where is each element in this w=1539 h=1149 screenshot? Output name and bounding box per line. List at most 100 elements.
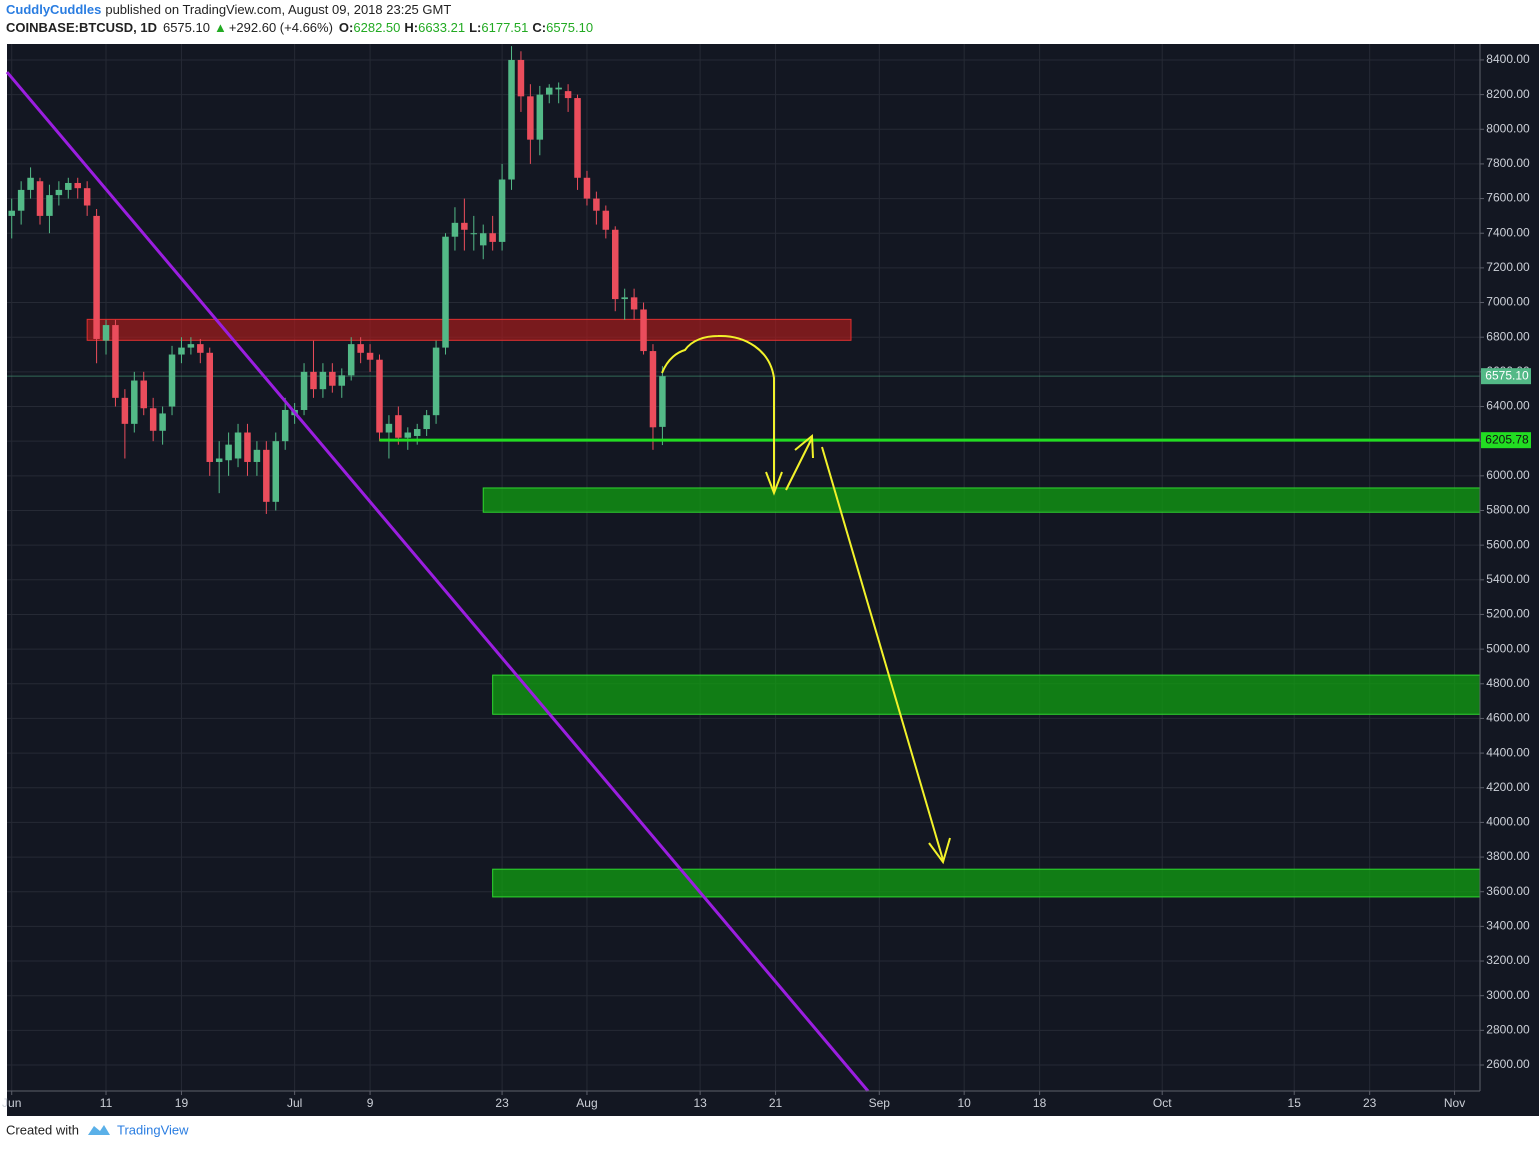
y-tick-label: 6000.00 bbox=[1486, 468, 1530, 482]
candle-body bbox=[432, 347, 440, 416]
y-tick-label: 7200.00 bbox=[1486, 260, 1530, 274]
x-tick-label: Aug bbox=[576, 1096, 597, 1110]
tradingview-logo bbox=[88, 1125, 110, 1135]
candle-body bbox=[640, 309, 647, 352]
y-tick-label: 7400.00 bbox=[1486, 225, 1530, 239]
projection-bounce bbox=[785, 437, 813, 491]
y-tick-label: 2800.00 bbox=[1486, 1023, 1530, 1037]
level-label: 6205.78 bbox=[1485, 432, 1529, 446]
candle-body bbox=[357, 344, 364, 353]
candle-body bbox=[319, 371, 327, 390]
candle-body bbox=[611, 229, 619, 300]
candle-body bbox=[347, 344, 355, 376]
author: CuddlyCuddles bbox=[6, 2, 101, 17]
ohlc-label: O: bbox=[339, 20, 353, 35]
level-badge bbox=[1481, 432, 1531, 449]
ohlc-label: L: bbox=[469, 20, 481, 35]
candle-body bbox=[178, 347, 185, 355]
up-triangle: ▲ bbox=[214, 20, 227, 35]
x-tick-label: 19 bbox=[175, 1096, 189, 1110]
candle-body bbox=[46, 195, 53, 216]
candle-body bbox=[140, 380, 147, 409]
candle-body bbox=[159, 413, 166, 431]
candle-body bbox=[602, 210, 610, 230]
candle-body bbox=[310, 371, 317, 390]
candle-body bbox=[244, 432, 251, 462]
candle-body bbox=[27, 177, 34, 190]
candle-body bbox=[593, 198, 600, 211]
footer-prefix: Created with bbox=[6, 1122, 79, 1137]
candle-body bbox=[461, 222, 468, 230]
candle-body bbox=[649, 351, 657, 428]
x-tick-label: 23 bbox=[1363, 1096, 1377, 1110]
y-tick-label: 7600.00 bbox=[1486, 191, 1530, 205]
candle-body bbox=[225, 444, 232, 461]
candle-body bbox=[508, 59, 515, 180]
y-tick-label: 6800.00 bbox=[1486, 329, 1530, 343]
y-tick-label: 8200.00 bbox=[1486, 87, 1530, 101]
ohlc-value: 6633.21 bbox=[418, 20, 465, 35]
candle-body bbox=[423, 415, 430, 430]
arrow-head bbox=[928, 837, 951, 865]
candle-body bbox=[395, 415, 402, 438]
x-tick-label: 11 bbox=[100, 1096, 113, 1110]
candle-body bbox=[83, 188, 91, 206]
y-tick-label: 3000.00 bbox=[1486, 988, 1530, 1002]
resistance-zone bbox=[86, 318, 852, 341]
ohlc-value: 6282.50 bbox=[353, 20, 400, 35]
candle-body bbox=[366, 352, 374, 360]
zones bbox=[7, 318, 1481, 898]
y-tick-label: 4000.00 bbox=[1486, 815, 1530, 829]
candle-body bbox=[630, 297, 638, 310]
candle-body bbox=[281, 409, 289, 442]
y-tick-label: 4800.00 bbox=[1486, 676, 1530, 690]
candle-body bbox=[206, 352, 213, 462]
projection-drop bbox=[821, 446, 944, 861]
candle-body bbox=[102, 325, 110, 341]
candle-body bbox=[168, 354, 176, 407]
x-tick-label: Jun bbox=[2, 1096, 21, 1110]
symbol: COINBASE:BTCUSD, 1D bbox=[6, 20, 157, 35]
candle-body bbox=[121, 397, 129, 424]
x-tick-label: Sep bbox=[869, 1096, 891, 1110]
candle-body bbox=[74, 182, 81, 189]
candle-body bbox=[470, 233, 478, 235]
candle-body bbox=[527, 96, 534, 140]
support-zone bbox=[492, 868, 1481, 898]
y-tick-label: 4600.00 bbox=[1486, 711, 1530, 725]
ohlc: O:6282.50 H:6633.21 L:6177.51 C:6575.10 bbox=[339, 20, 593, 35]
candle-body bbox=[112, 325, 119, 398]
yellow-annotation bbox=[661, 334, 951, 865]
header-line-1: CuddlyCuddles published on TradingView.co… bbox=[6, 2, 451, 17]
x-tick-label: Oct bbox=[1153, 1096, 1172, 1110]
axes: 2600.00 2800.00 3000.00 3200.00 3400.00 3600.… bbox=[2, 52, 1531, 1110]
candle-body bbox=[253, 449, 261, 462]
candle-body bbox=[479, 233, 487, 246]
candle-body bbox=[300, 371, 308, 410]
candle-body bbox=[545, 87, 553, 95]
candle-body bbox=[498, 179, 506, 242]
candle-body bbox=[536, 94, 544, 140]
x-tick-label: 9 bbox=[367, 1096, 374, 1110]
candle-body bbox=[574, 98, 581, 178]
candle-body bbox=[131, 380, 138, 424]
ohlc-label: C: bbox=[532, 20, 546, 35]
x-tick-label: 10 bbox=[957, 1096, 971, 1110]
candle-body bbox=[517, 59, 525, 97]
header-line-2: COINBASE:BTCUSD, 1D 6575.10 ▲ +292.60 (+4.6… bbox=[6, 20, 593, 35]
y-tick-label: 7000.00 bbox=[1486, 295, 1530, 309]
last: 6575.10 bbox=[163, 20, 210, 35]
y-tick-label: 5000.00 bbox=[1486, 641, 1530, 655]
y-tick-label: 3800.00 bbox=[1486, 849, 1530, 863]
x-tick-label: 23 bbox=[495, 1096, 509, 1110]
published: published on TradingView.com, August 09,… bbox=[105, 2, 451, 17]
y-tick-label: 8000.00 bbox=[1486, 121, 1530, 135]
candle-body bbox=[376, 359, 383, 433]
y-tick-label: 8400.00 bbox=[1486, 52, 1530, 66]
support-zone bbox=[482, 487, 1481, 513]
price-axis-background bbox=[1480, 44, 1539, 1116]
candle-body bbox=[93, 215, 100, 339]
y-tick-label: 5200.00 bbox=[1486, 607, 1530, 621]
candle-body bbox=[272, 441, 280, 502]
